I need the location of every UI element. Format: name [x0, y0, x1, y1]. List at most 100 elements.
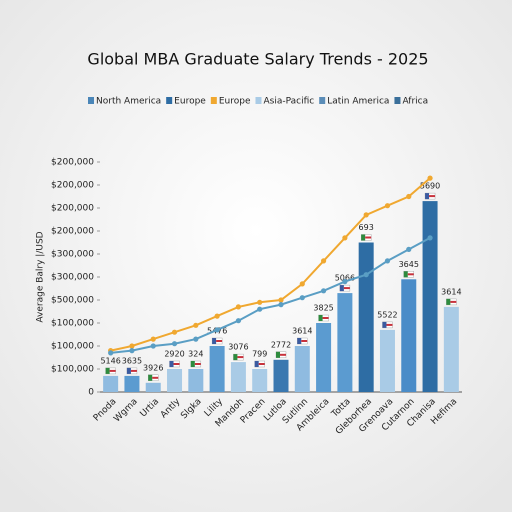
bar — [167, 369, 183, 392]
y-tick-label: $300,000 — [51, 273, 94, 283]
bar — [422, 201, 438, 392]
y-tick-label: $100,000 — [51, 319, 94, 329]
data-annotation: 5146 — [100, 356, 120, 365]
chart-title: Global MBA Graduate Salary Trends - 2025 — [87, 50, 428, 69]
flag-icon — [361, 234, 366, 241]
flag-icon — [343, 287, 350, 290]
flag-icon — [233, 354, 238, 361]
line-point — [150, 336, 156, 342]
line-point — [427, 175, 433, 181]
data-annotation: 693 — [359, 223, 374, 232]
line-point — [214, 327, 220, 333]
bar — [103, 375, 119, 392]
flag-icon — [169, 361, 174, 367]
flag-icon — [173, 363, 180, 365]
line-point — [257, 306, 263, 312]
line — [110, 177, 431, 352]
bar — [252, 369, 268, 392]
legend-label: Latin America — [327, 97, 389, 107]
y-tick-label: 0 — [88, 388, 94, 398]
flag-icon — [429, 195, 436, 198]
data-annotation: 3635 — [122, 356, 142, 365]
line-point — [235, 304, 242, 310]
flag-icon — [212, 338, 217, 344]
legend-label: Europe — [174, 97, 206, 107]
data-annotation: 3076 — [228, 343, 248, 352]
bar — [294, 346, 310, 392]
y-tick-label: $100,000 — [51, 342, 94, 352]
data-annotation: 5522 — [377, 310, 397, 319]
bar — [401, 279, 417, 392]
data-annotation: 2772 — [271, 340, 291, 349]
y-tick-label: $300,000 — [51, 250, 94, 260]
legend-label: Europe — [219, 97, 251, 107]
data-annotation: 3645 — [399, 260, 419, 269]
flag-icon — [280, 353, 286, 356]
flag-icon — [194, 363, 201, 365]
data-annotation: 2920 — [164, 350, 184, 359]
data-annotation: 3825 — [313, 304, 333, 313]
flag-icon — [318, 315, 323, 321]
legend-swatch — [210, 97, 217, 104]
flag-icon — [425, 193, 430, 200]
flag-icon — [365, 236, 372, 239]
line-point — [193, 336, 199, 342]
flag-icon — [386, 323, 393, 326]
line-point — [342, 279, 348, 285]
flag-icon — [130, 369, 137, 372]
data-annotation: 5066 — [335, 274, 355, 283]
flag-icon — [276, 351, 280, 358]
line-point — [363, 212, 369, 218]
y-tick-label: $100,000 — [51, 365, 94, 375]
line-point — [320, 258, 327, 264]
line-point — [150, 343, 156, 349]
legend-swatch — [255, 97, 262, 104]
line-point — [108, 350, 114, 356]
line-point — [129, 343, 135, 349]
legend-label: Asia-Pacific — [263, 97, 314, 107]
line-point — [278, 297, 284, 303]
bar — [273, 359, 289, 392]
legend-swatch — [319, 97, 326, 104]
data-annotation: 5690 — [420, 182, 440, 191]
line-point — [171, 341, 178, 347]
flag-icon — [126, 367, 131, 374]
flag-icon — [322, 317, 329, 319]
line-point — [363, 272, 369, 278]
y-tick-label: $500,000 — [51, 296, 94, 306]
data-annotation: 324 — [188, 350, 203, 359]
flag-icon — [339, 285, 344, 292]
flag-icon — [254, 361, 259, 367]
flag-icon — [403, 271, 408, 278]
bar — [337, 293, 353, 392]
line-point — [278, 302, 284, 308]
line-point — [406, 246, 412, 252]
bar — [145, 382, 161, 392]
flag-icon — [258, 363, 265, 365]
flag-icon — [216, 340, 223, 342]
flag-icon — [109, 369, 116, 372]
flag-icon — [407, 273, 414, 276]
bar — [209, 346, 225, 392]
y-tick-label: $200,000 — [51, 158, 94, 168]
flag-icon — [148, 374, 153, 381]
legend-swatch — [166, 97, 173, 104]
line-point — [257, 299, 263, 305]
bar — [188, 369, 204, 392]
y-tick-label: $200,000 — [51, 181, 94, 191]
legend-swatch — [88, 97, 94, 104]
data-annotation: 3614 — [292, 327, 312, 336]
flag-icon — [297, 338, 302, 344]
bar — [230, 362, 246, 392]
line-point — [384, 203, 391, 209]
line-point — [214, 313, 220, 319]
bar — [316, 323, 332, 392]
flag-icon — [105, 367, 110, 374]
data-annotation: 3926 — [143, 363, 163, 372]
line-point — [299, 281, 305, 287]
y-axis-label: Average Balry |/USD — [36, 231, 46, 322]
bar — [124, 375, 140, 392]
line-point — [427, 235, 433, 241]
data-annotation: 3614 — [441, 287, 461, 296]
legend-swatch — [394, 97, 401, 104]
